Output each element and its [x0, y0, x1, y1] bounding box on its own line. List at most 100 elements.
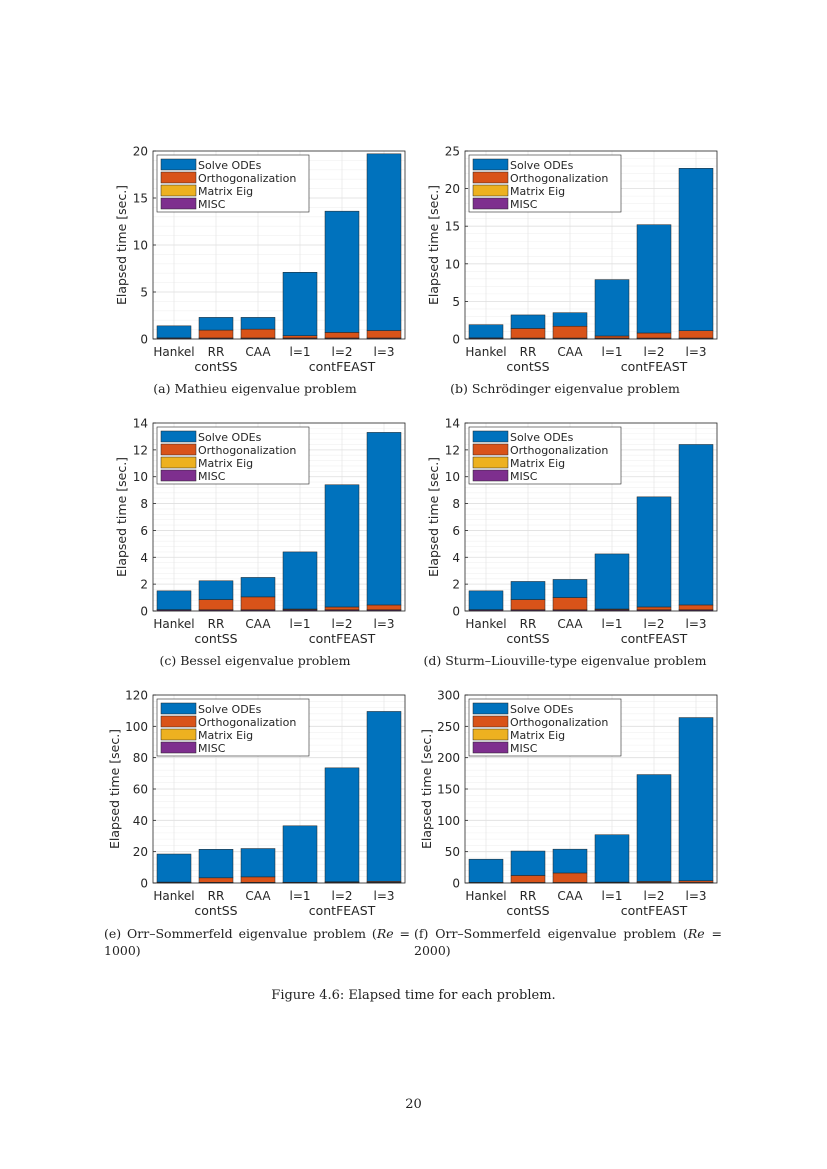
- legend-label: Matrix Eig: [198, 185, 253, 198]
- bar-segment-orthogonalization: [282, 335, 318, 339]
- bar-segment-orthogonalization: [240, 328, 276, 339]
- bar-segment-solve-odes: [324, 484, 360, 608]
- group-label: contFEAST: [309, 359, 376, 374]
- legend-label: Orthogonalization: [510, 716, 608, 729]
- x-tick-label: CAA: [557, 889, 583, 903]
- bar-segment-orthogonalization: [324, 606, 360, 611]
- legend-swatch: [160, 430, 197, 443]
- x-tick-label: RR: [208, 345, 225, 359]
- x-tick-label: l=2: [331, 617, 352, 631]
- bar-segment-orthogonalization: [510, 875, 546, 883]
- group-label: contSS: [194, 359, 237, 374]
- x-tick-label: l=2: [331, 889, 352, 903]
- bar-segment-solve-odes: [198, 580, 234, 600]
- x-tick-label: Hankel: [153, 889, 194, 903]
- x-tick-label: l=1: [601, 889, 622, 903]
- bar-segment-solve-odes: [240, 848, 276, 878]
- legend-label: MISC: [198, 742, 226, 755]
- legend-label: Solve ODEs: [510, 703, 574, 716]
- group-label: contSS: [506, 359, 549, 374]
- y-tick-label: 150: [437, 783, 460, 797]
- y-tick-label: 8: [452, 497, 460, 511]
- axes-frame: [464, 694, 718, 884]
- figure-caption: Figure 4.6: Elapsed time for each proble…: [271, 988, 556, 1003]
- legend-swatch: [160, 741, 197, 754]
- y-tick-label: 250: [437, 720, 460, 734]
- x-tick-label: CAA: [557, 345, 583, 359]
- y-tick-label: 20: [133, 145, 148, 159]
- bar-segment-solve-odes: [240, 577, 276, 598]
- bar-segment-solve-odes: [156, 853, 192, 883]
- legend-label: Matrix Eig: [198, 729, 253, 742]
- legend-label: Solve ODEs: [510, 431, 574, 444]
- x-tick-label: l=3: [373, 889, 394, 903]
- legend-swatch: [472, 184, 509, 197]
- bar-segment-solve-odes: [198, 317, 234, 331]
- y-tick-label: 12: [445, 443, 460, 457]
- chart-b: 0 5 10 15 20 25 Hankel RR CAA l=1 l=2 l=3 contSS cont…: [426, 145, 718, 374]
- x-tick-label: CAA: [245, 889, 271, 903]
- legend-label: Orthogonalization: [198, 716, 296, 729]
- y-tick-label: 100: [125, 720, 148, 734]
- bar-segment-solve-odes: [510, 314, 546, 329]
- x-tick-label: Hankel: [465, 889, 506, 903]
- group-label: contSS: [506, 903, 549, 918]
- axes-frame: [152, 150, 406, 340]
- bar-segment-solve-odes: [678, 717, 714, 882]
- y-axis-label: Elapsed time [sec.]: [114, 185, 129, 305]
- bar-segment-solve-odes: [510, 850, 546, 876]
- bar-segment-solve-odes: [156, 590, 192, 610]
- caption-e-italic: Re: [376, 926, 394, 941]
- legend-label: Orthogonalization: [198, 172, 296, 185]
- legend-swatch: [472, 715, 509, 728]
- legend-swatch: [160, 184, 197, 197]
- bar-segment-solve-odes: [366, 153, 402, 331]
- x-tick-label: Hankel: [465, 617, 506, 631]
- axes-frame: [464, 150, 718, 340]
- x-tick-label: RR: [520, 345, 537, 359]
- bar-segment-solve-odes: [198, 849, 234, 879]
- bar-segment-orthogonalization: [552, 325, 588, 339]
- bar-segment-solve-odes: [594, 553, 630, 610]
- y-axis-label: Elapsed time [sec.]: [426, 185, 441, 305]
- x-tick-label: l=2: [643, 889, 664, 903]
- bar-segment-solve-odes: [636, 496, 672, 608]
- y-tick-label: 40: [133, 814, 148, 828]
- group-label: contSS: [194, 631, 237, 646]
- y-tick-label: 25: [445, 145, 460, 159]
- y-axis-label: Elapsed time [sec.]: [114, 457, 129, 577]
- legend-swatch: [160, 728, 197, 741]
- x-tick-label: l=3: [373, 345, 394, 359]
- y-tick-label: 0: [452, 877, 460, 891]
- y-tick-label: 0: [140, 877, 148, 891]
- bar-segment-solve-odes: [366, 711, 402, 882]
- legend-label: MISC: [198, 198, 226, 211]
- y-tick-label: 10: [445, 470, 460, 484]
- page-number: 20: [405, 1097, 422, 1112]
- y-tick-label: 300: [437, 689, 460, 703]
- x-tick-label: CAA: [557, 617, 583, 631]
- legend-label: Matrix Eig: [510, 185, 565, 198]
- x-tick-label: l=3: [685, 889, 706, 903]
- bar-segment-orthogonalization: [198, 599, 234, 611]
- caption-f: (f) Orr–Sommerfeld eigenvalue problem (R…: [414, 925, 722, 959]
- y-tick-label: 20: [445, 182, 460, 196]
- caption-a: (a) Mathieu eigenvalue problem: [153, 381, 357, 396]
- bar-segment-orthogonalization: [636, 332, 672, 339]
- group-label: contFEAST: [309, 903, 376, 918]
- bar-segment-orthogonalization: [366, 604, 402, 611]
- axes-frame: [464, 422, 718, 612]
- legend-swatch: [472, 197, 509, 210]
- legend-label: Solve ODEs: [510, 159, 574, 172]
- group-label: contFEAST: [309, 631, 376, 646]
- y-tick-label: 12: [133, 443, 148, 457]
- legend-swatch: [160, 702, 197, 715]
- x-tick-label: l=2: [643, 345, 664, 359]
- caption-c: (c) Bessel eigenvalue problem: [159, 653, 351, 668]
- axes-frame: [152, 694, 406, 884]
- bar-segment-solve-odes: [468, 590, 504, 610]
- legend-label: Solve ODEs: [198, 159, 262, 172]
- bar-segment-solve-odes: [468, 858, 504, 883]
